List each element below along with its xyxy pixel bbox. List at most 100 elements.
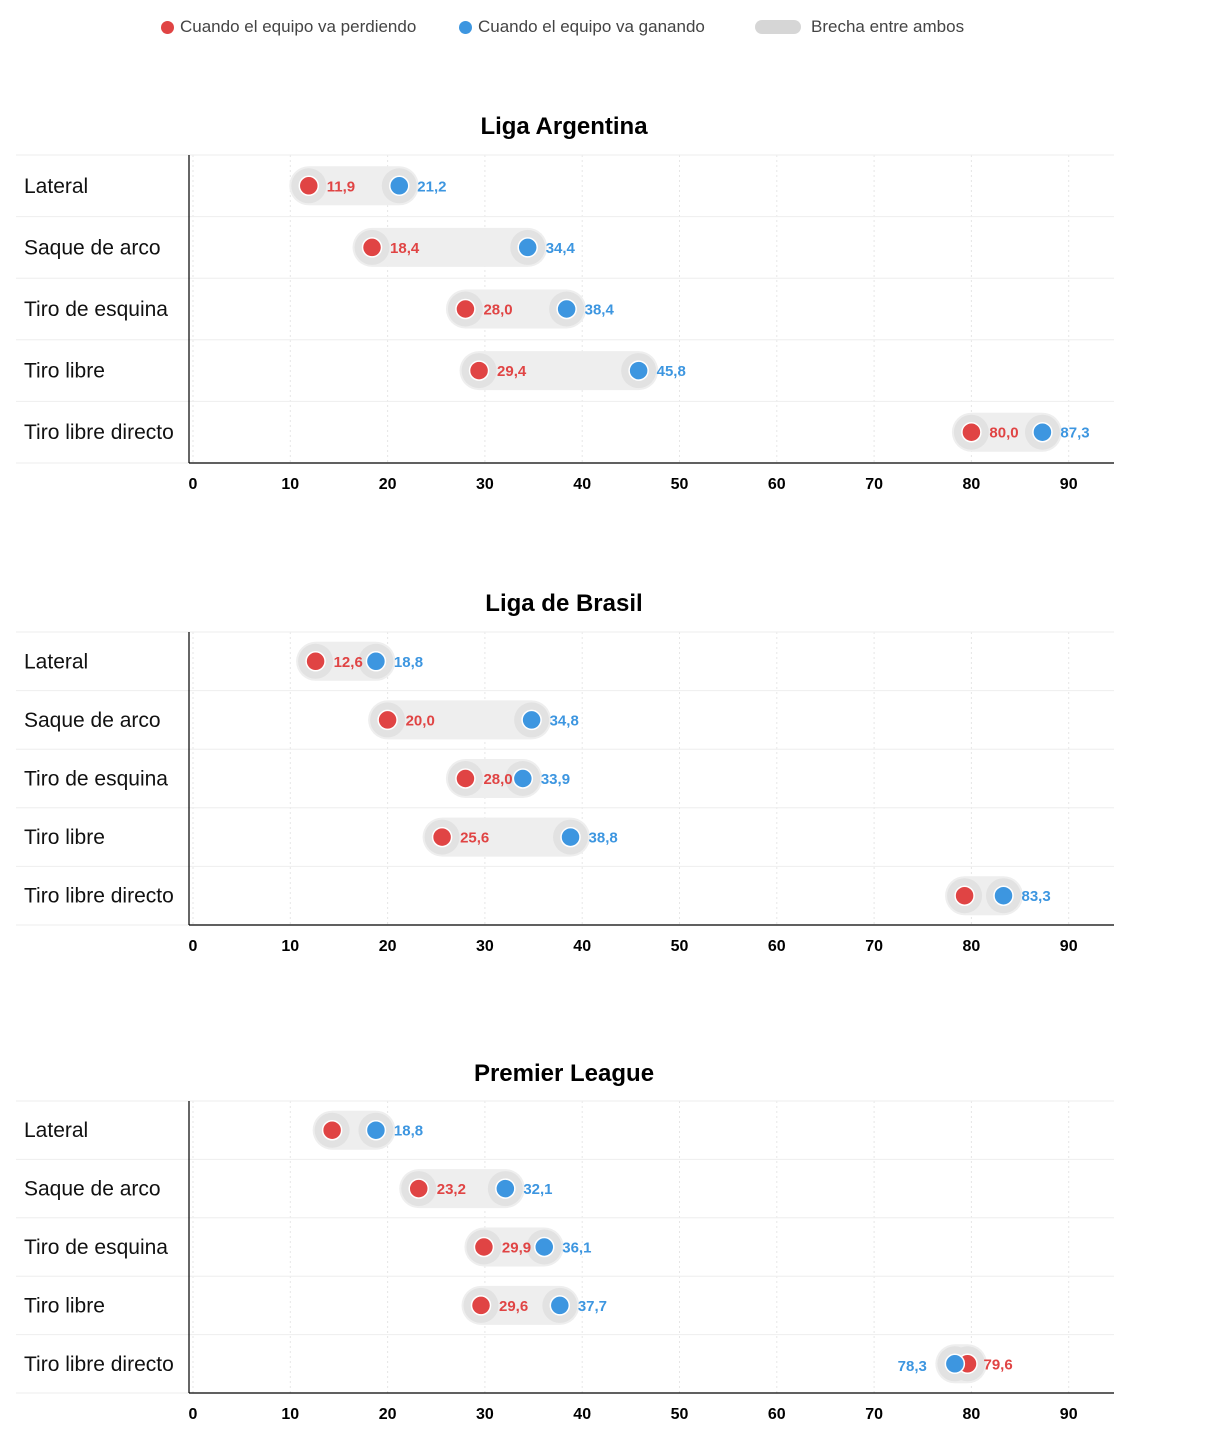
- losing-value-label: 29,4: [497, 363, 527, 380]
- x-tick-label: 70: [865, 1406, 883, 1423]
- x-tick-label: 20: [379, 1406, 397, 1423]
- x-tick-label: 10: [281, 1406, 299, 1423]
- losing-value-label: 23,2: [437, 1181, 466, 1198]
- winning-dot: [365, 651, 387, 672]
- x-tick-label: 70: [865, 938, 883, 955]
- chart-title: Premier League: [474, 1060, 654, 1087]
- losing-value-label: 29,6: [499, 1298, 528, 1315]
- losing-dot: [455, 768, 476, 789]
- category-label: Tiro de esquina: [24, 1236, 168, 1259]
- x-tick-label: 50: [671, 476, 689, 493]
- losing-dot: [321, 1119, 343, 1141]
- winning-value-label: 37,7: [578, 1298, 607, 1315]
- winning-value-label: 18,8: [394, 1123, 423, 1140]
- winning-value-label: 34,4: [546, 240, 576, 257]
- chart-panel: Premier League 0 10 20 30 40 50 60 70 80 90 Lateral…: [16, 1060, 1114, 1423]
- x-tick-label: 40: [573, 938, 591, 955]
- gap-bar: [352, 227, 548, 267]
- legend: Cuando el equipo va perdiendo Cuando el …: [0, 14, 1222, 40]
- legend-gap-label: Brecha entre ambos: [811, 17, 965, 36]
- category-label: Lateral: [24, 175, 88, 198]
- winning-value-label: 21,2: [417, 178, 446, 195]
- winning-value-label: 38,8: [589, 830, 618, 847]
- losing-dot: [377, 709, 398, 731]
- x-tick-label: 30: [476, 938, 494, 955]
- losing-value-label: 28,0: [483, 302, 512, 319]
- winning-dot: [560, 826, 581, 848]
- chart-title: Liga de Brasil: [485, 590, 642, 617]
- legend-gap-swatch: [755, 20, 801, 34]
- category-label: Tiro libre directo: [24, 421, 174, 444]
- losing-value-label: 29,9: [502, 1240, 531, 1257]
- losing-dot: [954, 885, 975, 906]
- legend-winning-swatch: [459, 20, 472, 34]
- category-label: Tiro libre: [24, 1294, 105, 1317]
- losing-value-label: 12,6: [334, 654, 363, 671]
- x-tick-label: 80: [963, 1406, 981, 1423]
- winning-dot: [534, 1236, 555, 1258]
- losing-dot: [361, 237, 383, 258]
- legend-losing-swatch: [161, 20, 174, 34]
- x-tick-label: 50: [671, 1406, 689, 1423]
- winning-dot: [389, 175, 410, 197]
- losing-dot: [298, 175, 320, 197]
- winning-dot: [521, 709, 542, 731]
- gap-bar: [422, 817, 591, 857]
- winning-value-label: 45,8: [657, 363, 686, 380]
- losing-dot: [961, 421, 982, 443]
- category-label: Tiro libre directo: [24, 1353, 174, 1376]
- x-tick-label: 10: [281, 476, 299, 493]
- losing-value-label: 28,0: [483, 771, 512, 788]
- x-tick-label: 90: [1060, 938, 1078, 955]
- x-tick-label: 70: [865, 476, 883, 493]
- winning-dot: [993, 885, 1014, 906]
- winning-value-label: 78,3: [898, 1358, 927, 1375]
- category-label: Tiro libre: [24, 360, 105, 383]
- x-tick-label: 40: [573, 476, 591, 493]
- winning-dot: [495, 1178, 516, 1199]
- x-tick-label: 0: [189, 938, 198, 955]
- losing-dot: [473, 1236, 495, 1258]
- losing-value-label: 11,9: [327, 178, 355, 195]
- chart-title: Liga Argentina: [480, 113, 648, 140]
- category-label: Tiro libre: [24, 826, 105, 849]
- winning-value-label: 83,3: [1022, 888, 1051, 905]
- category-label: Saque de arco: [24, 236, 161, 259]
- losing-dot: [468, 360, 490, 381]
- category-label: Tiro libre directo: [24, 885, 174, 908]
- category-label: Lateral: [24, 650, 88, 673]
- x-tick-label: 50: [671, 938, 689, 955]
- category-label: Tiro de esquina: [24, 298, 168, 321]
- losing-value-label: 80,0: [989, 425, 1018, 442]
- winning-value-label: 38,4: [585, 302, 615, 319]
- legend-item-winning: Cuando el equipo va ganando: [459, 14, 705, 40]
- winning-dot: [556, 298, 577, 320]
- winning-value-label: 36,1: [562, 1240, 591, 1257]
- losing-dot: [455, 298, 476, 320]
- legend-item-gap: Brecha entre ambos: [755, 14, 964, 40]
- winning-value-label: 33,9: [541, 771, 570, 788]
- x-tick-label: 90: [1060, 1406, 1078, 1423]
- losing-value-label: 18,4: [390, 240, 420, 257]
- x-tick-label: 20: [379, 476, 397, 493]
- x-tick-label: 10: [281, 938, 299, 955]
- winning-value-label: 32,1: [523, 1181, 552, 1198]
- winning-value-label: 18,8: [394, 654, 423, 671]
- category-label: Lateral: [24, 1119, 88, 1142]
- chart-panel: Liga Argentina 0 10 20 30 40 50 60 70 80 90 Lateral…: [16, 113, 1114, 493]
- x-tick-label: 90: [1060, 476, 1078, 493]
- winning-dot: [1032, 421, 1053, 443]
- losing-dot: [305, 651, 326, 672]
- legend-losing-label: Cuando el equipo va perdiendo: [180, 17, 417, 36]
- gap-bar: [459, 351, 659, 391]
- x-tick-label: 60: [768, 938, 786, 955]
- losing-dot: [408, 1178, 429, 1199]
- winning-dot: [365, 1119, 387, 1141]
- losing-value-label: 79,6: [984, 1356, 1013, 1373]
- winning-value-label: 34,8: [550, 712, 579, 729]
- x-tick-label: 20: [379, 938, 397, 955]
- x-tick-label: 60: [768, 1406, 786, 1423]
- chart-panel: Liga de Brasil 0 10 20 30 40 50 60 70 80 90 Lateral…: [16, 590, 1114, 955]
